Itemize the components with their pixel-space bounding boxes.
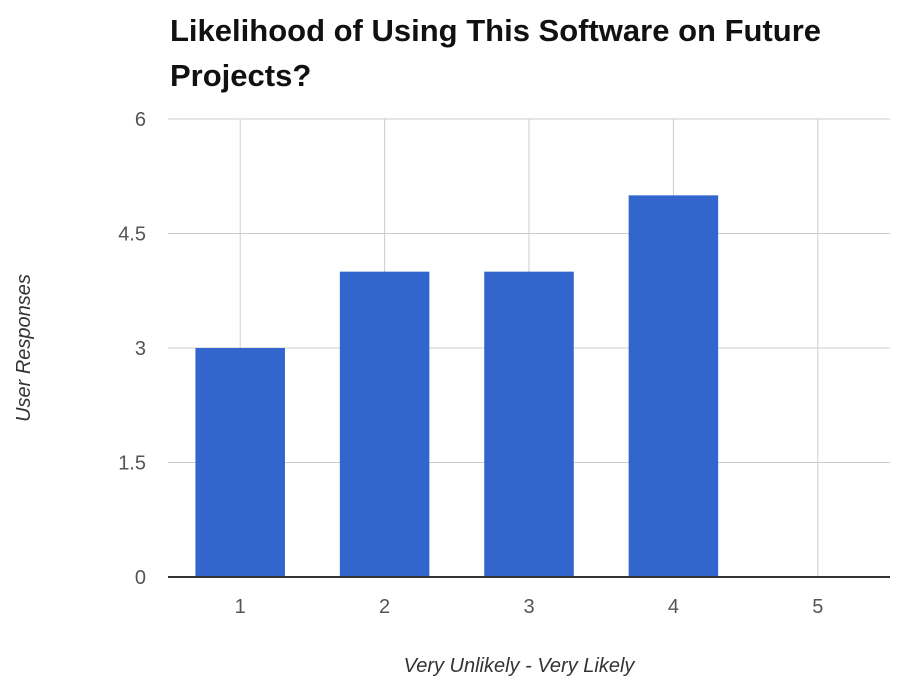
x-tick-label: 1	[235, 596, 246, 618]
y-tick-label: 0	[135, 567, 146, 589]
y-tick-label: 6	[135, 109, 146, 131]
x-axis-title: Very Unlikely - Very Likely	[404, 655, 636, 677]
x-tick-label: 4	[668, 596, 679, 618]
bar-4	[628, 195, 719, 578]
y-axis-title: User Responses	[13, 274, 35, 422]
bar-2	[339, 271, 430, 577]
y-tick-labels: 0 1.5 3 4.5 6	[118, 109, 146, 589]
bar-3	[484, 271, 574, 577]
x-tick-label: 2	[379, 596, 390, 618]
x-tick-label: 5	[812, 596, 823, 618]
y-tick-label: 4.5	[118, 224, 146, 246]
y-tick-label: 3	[135, 338, 146, 360]
bars	[195, 195, 719, 578]
chart-title: Likelihood of Using This Software on Fut…	[170, 13, 821, 93]
bar-1	[195, 348, 285, 577]
y-tick-label: 1.5	[118, 453, 146, 475]
x-tick-labels: 1 2 3 4 5	[235, 596, 824, 618]
x-tick-label: 3	[523, 596, 534, 618]
